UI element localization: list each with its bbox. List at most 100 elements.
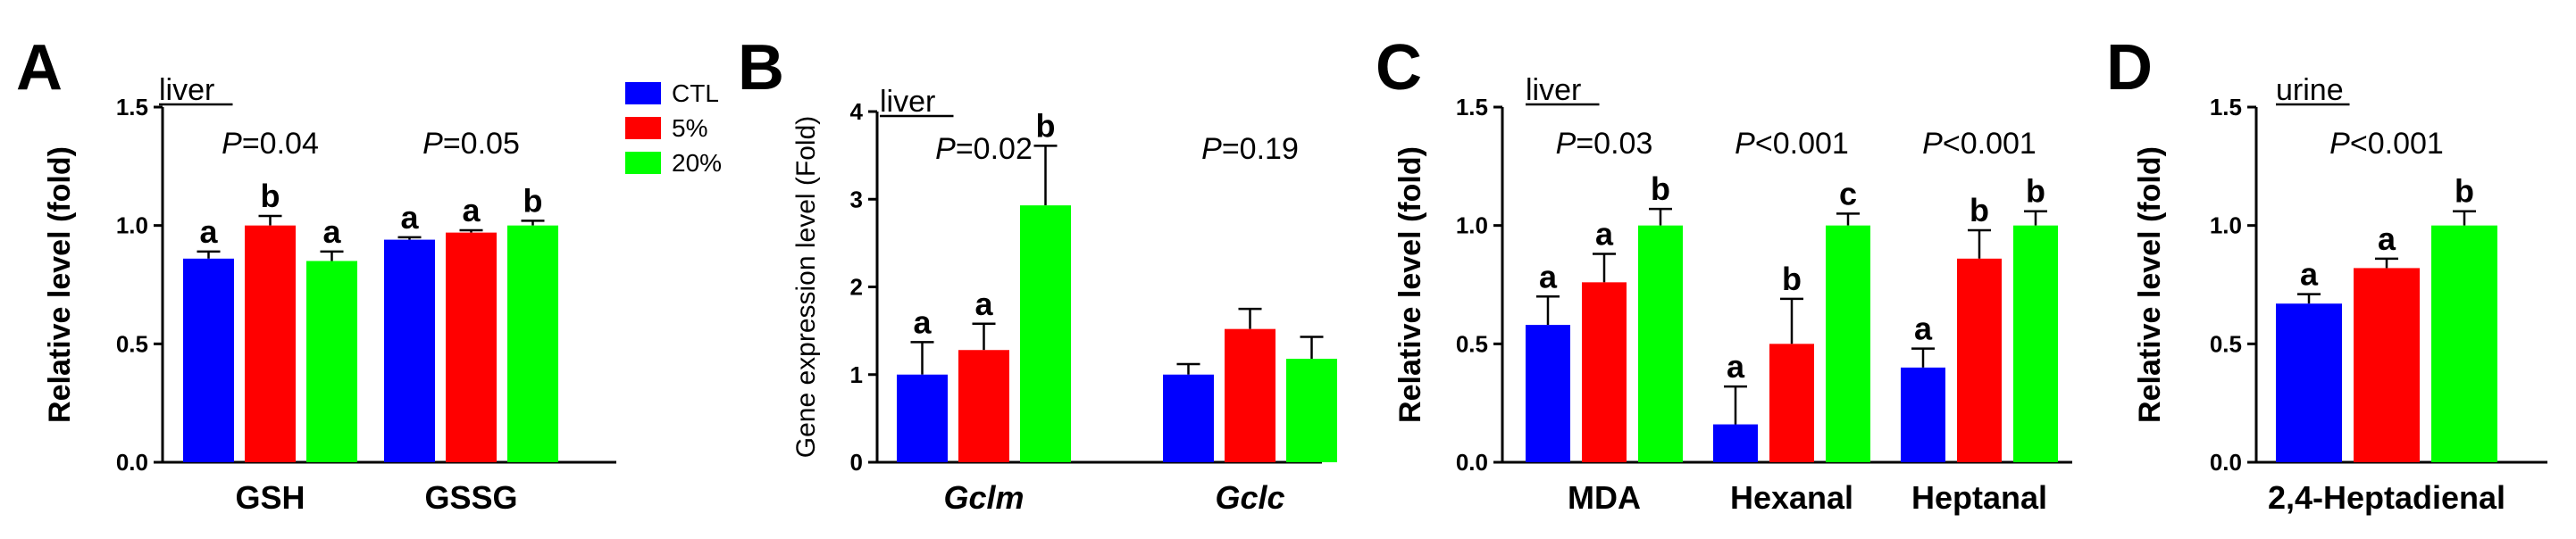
panel-a-bar	[446, 232, 497, 462]
panel-a-bar	[507, 225, 558, 462]
panel-a-bar	[384, 239, 435, 462]
panel-b: B liver 0 1 2 3 4 Gene expression level (Fold)…	[738, 32, 1337, 516]
panel-b-p-value: P=0.02	[935, 132, 1033, 166]
panel-b-category-label: Gclm	[943, 479, 1024, 516]
legend-label: 20%	[672, 149, 722, 177]
panel-c-sig-letter: c	[1839, 175, 1857, 211]
legend-swatch	[625, 152, 661, 174]
panel-a-y-tick-label: 0.0	[116, 449, 148, 476]
panel-b-bar	[958, 350, 1009, 462]
panel-c-bar	[2013, 225, 2058, 462]
panel-b-sig-letter: a	[974, 286, 993, 322]
panel-a-p-value: P=0.05	[422, 127, 520, 161]
panel-label-a: A	[16, 32, 63, 104]
panel-a-p-value: P=0.04	[222, 127, 319, 161]
panel-b-p-value: P=0.19	[1201, 132, 1299, 166]
panel-a-y-axis-label: Relative level (fold)	[43, 146, 77, 423]
panel-a-category-label: GSH	[235, 479, 305, 516]
panel-c-sig-letter: b	[2026, 173, 2045, 210]
panel-d-y-tick-label: 1.5	[2210, 94, 2242, 120]
panel-c-category-label: MDA	[1568, 479, 1641, 516]
panel-a-tissue-label: liver	[159, 73, 214, 107]
panel-b-y-tick-label: 0	[850, 449, 863, 476]
panel-d-bar	[2354, 268, 2420, 462]
panel-c-bar	[1957, 258, 2002, 462]
panel-a: A liver 0.0 0.5 1.0 1.5 Relative level (fold)…	[16, 32, 616, 516]
panel-c-sig-letter: a	[1539, 258, 1558, 294]
panel-a-bar	[183, 258, 234, 462]
panel-c-sig-letter: a	[1727, 348, 1745, 385]
legend-swatch	[625, 82, 661, 104]
legend: CTL 5% 20%	[625, 79, 722, 177]
panel-c-y-tick-label: 1.5	[1456, 94, 1488, 120]
panel-d-p-value: P<0.001	[2329, 127, 2444, 161]
panel-label-b: B	[738, 32, 784, 104]
panel-label-c: C	[1376, 32, 1422, 104]
panel-a-sig-letter: a	[199, 213, 218, 250]
panel-c-p-value: P<0.001	[1735, 127, 1849, 161]
panel-d-y-tick-label: 0.0	[2210, 449, 2242, 476]
panel-c-sig-letter: a	[1595, 216, 1614, 253]
panel-c-category-label: Heptanal	[1911, 479, 2047, 516]
panel-a-category-label: GSSG	[424, 479, 517, 516]
legend-label: 5%	[672, 114, 707, 142]
legend-swatch	[625, 117, 661, 139]
panel-d-sig-letter: a	[2378, 220, 2396, 257]
panel-label-d: D	[2106, 32, 2153, 104]
panel-b-y-axis-label: Gene expression level (Fold)	[791, 116, 821, 459]
panel-b-y-tick-label: 3	[850, 186, 863, 212]
panel-b-sig-letter: b	[1036, 107, 1056, 144]
panel-b-y-tick-label: 4	[850, 98, 864, 125]
panel-b-bar	[897, 374, 948, 462]
panel-c: C liver 0.0 0.5 1.0 1.5 Relative level (fold)…	[1376, 32, 2072, 516]
panel-c-bar	[1526, 325, 1570, 462]
panel-c-p-value: P<0.001	[1922, 127, 2037, 161]
panel-d-y-tick-label: 0.5	[2210, 330, 2242, 357]
panel-d-bar	[2276, 303, 2342, 462]
panel-a-y-tick-label: 1.0	[116, 212, 148, 239]
panel-b-bar	[1225, 328, 1275, 462]
panel-c-bar	[1582, 282, 1627, 462]
panel-c-bar	[1826, 225, 1870, 462]
panel-c-bar	[1638, 225, 1683, 462]
panel-c-bar	[1769, 344, 1814, 462]
panel-b-bar	[1163, 374, 1214, 462]
panel-d-y-tick-label: 1.0	[2210, 212, 2242, 239]
panel-c-y-tick-label: 0.0	[1456, 449, 1488, 476]
panel-a-sig-letter: a	[400, 199, 419, 236]
panel-c-sig-letter: b	[1651, 170, 1670, 207]
panel-d-category-label: 2,4-Heptadienal	[2268, 479, 2505, 516]
panel-c-sig-letter: a	[1914, 311, 1933, 347]
panel-c-tissue-label: liver	[1526, 73, 1581, 107]
panel-a-bar	[245, 225, 296, 462]
panel-c-sig-letter: b	[1782, 261, 1802, 297]
panel-d-tissue-label: urine	[2276, 73, 2344, 107]
panel-b-y-tick-label: 1	[850, 361, 863, 388]
panel-b-tissue-label: liver	[880, 85, 935, 119]
panel-b-y-tick-label: 2	[850, 274, 863, 301]
panel-b-category-label: Gclc	[1215, 479, 1284, 516]
panel-a-sig-letter: a	[462, 192, 481, 228]
panel-c-p-value: P=0.03	[1556, 127, 1653, 161]
panel-c-y-axis-label: Relative level (fold)	[1393, 146, 1427, 423]
panel-a-y-tick-label: 0.5	[116, 330, 148, 357]
panel-a-bar	[306, 261, 357, 462]
panel-c-category-label: Hexanal	[1730, 479, 1853, 516]
panel-a-sig-letter: b	[261, 178, 280, 214]
panel-a-sig-letter: b	[523, 182, 543, 219]
panel-c-bar	[1901, 367, 1945, 462]
panel-d-sig-letter: b	[2455, 173, 2474, 210]
panel-c-bar	[1713, 424, 1758, 462]
panel-b-bar	[1286, 359, 1337, 462]
panel-d-bar	[2431, 225, 2497, 462]
panel-d-y-axis-label: Relative level (fold)	[2133, 146, 2167, 423]
panel-c-y-tick-label: 1.0	[1456, 212, 1488, 239]
panel-b-sig-letter: a	[913, 303, 932, 340]
panel-c-y-tick-label: 0.5	[1456, 330, 1488, 357]
panel-a-y-tick-label: 1.5	[116, 94, 148, 120]
panel-d-sig-letter: a	[2300, 256, 2319, 293]
panel-b-bar	[1020, 205, 1071, 462]
legend-label: CTL	[672, 79, 719, 107]
panel-a-sig-letter: a	[322, 213, 341, 250]
